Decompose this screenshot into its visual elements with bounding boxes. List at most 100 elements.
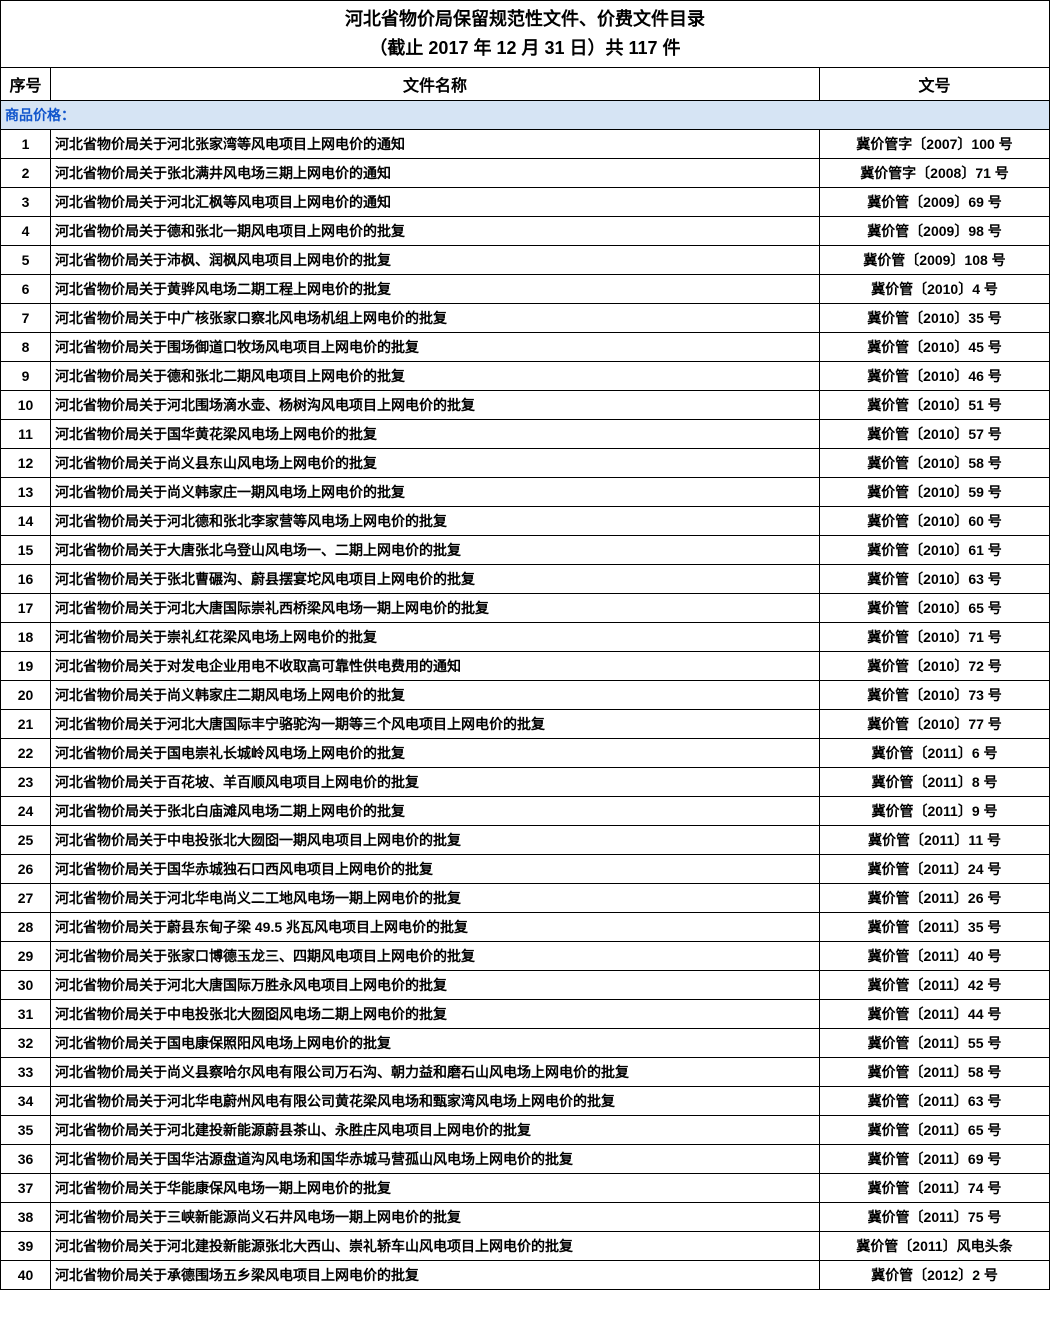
document-table: 河北省物价局保留规范性文件、价费文件目录 （截止 2017 年 12 月 31 … [0, 0, 1050, 1290]
cell-name: 河北省物价局关于张北曹碾沟、蔚县摆宴坨风电项目上网电价的批复 [51, 564, 820, 593]
cell-seq: 31 [1, 999, 51, 1028]
table-row: 26河北省物价局关于国华赤城独石口西风电项目上网电价的批复冀价管〔2011〕24… [1, 854, 1050, 883]
table-row: 13河北省物价局关于尚义韩家庄一期风电场上网电价的批复冀价管〔2010〕59 号 [1, 477, 1050, 506]
table-row: 39河北省物价局关于河北建投新能源张北大西山、崇礼轿车山风电项目上网电价的批复冀… [1, 1231, 1050, 1260]
table-row: 4河北省物价局关于德和张北一期风电项目上网电价的批复冀价管〔2009〕98 号 [1, 216, 1050, 245]
cell-name: 河北省物价局关于尚义县东山风电场上网电价的批复 [51, 448, 820, 477]
cell-seq: 3 [1, 187, 51, 216]
cell-seq: 11 [1, 419, 51, 448]
cell-docno: 冀价管〔2011〕65 号 [819, 1115, 1049, 1144]
table-row: 29河北省物价局关于张家口博德玉龙三、四期风电项目上网电价的批复冀价管〔2011… [1, 941, 1050, 970]
cell-docno: 冀价管〔2009〕108 号 [819, 245, 1049, 274]
table-row: 12河北省物价局关于尚义县东山风电场上网电价的批复冀价管〔2010〕58 号 [1, 448, 1050, 477]
cell-name: 河北省物价局关于对发电企业用电不收取高可靠性供电费用的通知 [51, 651, 820, 680]
cell-name: 河北省物价局关于河北华电尚义二工地风电场一期上网电价的批复 [51, 883, 820, 912]
table-row: 15河北省物价局关于大唐张北乌登山风电场一、二期上网电价的批复冀价管〔2010〕… [1, 535, 1050, 564]
table-row: 28河北省物价局关于蔚县东甸子梁 49.5 兆瓦风电项目上网电价的批复冀价管〔2… [1, 912, 1050, 941]
cell-docno: 冀价管〔2011〕风电头条 [819, 1231, 1049, 1260]
cell-seq: 33 [1, 1057, 51, 1086]
table-row: 27河北省物价局关于河北华电尚义二工地风电场一期上网电价的批复冀价管〔2011〕… [1, 883, 1050, 912]
cell-name: 河北省物价局关于河北大唐国际万胜永风电项目上网电价的批复 [51, 970, 820, 999]
cell-name: 河北省物价局关于河北张家湾等风电项目上网电价的通知 [51, 129, 820, 158]
cell-docno: 冀价管〔2011〕6 号 [819, 738, 1049, 767]
table-row: 6河北省物价局关于黄骅风电场二期工程上网电价的批复冀价管〔2010〕4 号 [1, 274, 1050, 303]
cell-name: 河北省物价局关于百花坡、羊百顺风电项目上网电价的批复 [51, 767, 820, 796]
cell-docno: 冀价管〔2011〕24 号 [819, 854, 1049, 883]
cell-seq: 23 [1, 767, 51, 796]
table-row: 24河北省物价局关于张北白庙滩风电场二期上网电价的批复冀价管〔2011〕9 号 [1, 796, 1050, 825]
cell-seq: 16 [1, 564, 51, 593]
cell-name: 河北省物价局关于河北大唐国际丰宁骆驼沟一期等三个风电项目上网电价的批复 [51, 709, 820, 738]
cell-seq: 2 [1, 158, 51, 187]
table-row: 40河北省物价局关于承德围场五乡梁风电项目上网电价的批复冀价管〔2012〕2 号 [1, 1260, 1050, 1289]
cell-seq: 6 [1, 274, 51, 303]
cell-name: 河北省物价局关于蔚县东甸子梁 49.5 兆瓦风电项目上网电价的批复 [51, 912, 820, 941]
cell-seq: 26 [1, 854, 51, 883]
cell-seq: 19 [1, 651, 51, 680]
table-row: 5河北省物价局关于沛枫、润枫风电项目上网电价的批复冀价管〔2009〕108 号 [1, 245, 1050, 274]
cell-docno: 冀价管〔2010〕77 号 [819, 709, 1049, 738]
cell-docno: 冀价管〔2011〕74 号 [819, 1173, 1049, 1202]
table-row: 22河北省物价局关于国电崇礼长城岭风电场上网电价的批复冀价管〔2011〕6 号 [1, 738, 1050, 767]
header-docno: 文号 [819, 67, 1049, 100]
cell-name: 河北省物价局关于国华黄花梁风电场上网电价的批复 [51, 419, 820, 448]
cell-seq: 35 [1, 1115, 51, 1144]
title-line1: 河北省物价局保留规范性文件、价费文件目录 [7, 5, 1043, 34]
cell-docno: 冀价管〔2009〕98 号 [819, 216, 1049, 245]
cell-docno: 冀价管〔2010〕58 号 [819, 448, 1049, 477]
table-row: 16河北省物价局关于张北曹碾沟、蔚县摆宴坨风电项目上网电价的批复冀价管〔2010… [1, 564, 1050, 593]
section-label: 商品价格： [1, 100, 1050, 129]
cell-docno: 冀价管〔2010〕65 号 [819, 593, 1049, 622]
cell-name: 河北省物价局关于中广核张家口察北风电场机组上网电价的批复 [51, 303, 820, 332]
cell-name: 河北省物价局关于张家口博德玉龙三、四期风电项目上网电价的批复 [51, 941, 820, 970]
cell-docno: 冀价管〔2011〕58 号 [819, 1057, 1049, 1086]
cell-name: 河北省物价局关于中电投张北大囫囵一期风电项目上网电价的批复 [51, 825, 820, 854]
cell-docno: 冀价管〔2011〕44 号 [819, 999, 1049, 1028]
cell-docno: 冀价管〔2010〕72 号 [819, 651, 1049, 680]
cell-name: 河北省物价局关于张北白庙滩风电场二期上网电价的批复 [51, 796, 820, 825]
header-name: 文件名称 [51, 67, 820, 100]
cell-seq: 24 [1, 796, 51, 825]
table-row: 31河北省物价局关于中电投张北大囫囵风电场二期上网电价的批复冀价管〔2011〕4… [1, 999, 1050, 1028]
cell-docno: 冀价管〔2011〕11 号 [819, 825, 1049, 854]
cell-docno: 冀价管字〔2007〕100 号 [819, 129, 1049, 158]
cell-docno: 冀价管〔2012〕2 号 [819, 1260, 1049, 1289]
table-row: 17河北省物价局关于河北大唐国际崇礼西桥梁风电场一期上网电价的批复冀价管〔201… [1, 593, 1050, 622]
cell-name: 河北省物价局关于沛枫、润枫风电项目上网电价的批复 [51, 245, 820, 274]
table-row: 11河北省物价局关于国华黄花梁风电场上网电价的批复冀价管〔2010〕57 号 [1, 419, 1050, 448]
cell-name: 河北省物价局关于河北建投新能源张北大西山、崇礼轿车山风电项目上网电价的批复 [51, 1231, 820, 1260]
cell-seq: 8 [1, 332, 51, 361]
table-row: 9河北省物价局关于德和张北二期风电项目上网电价的批复冀价管〔2010〕46 号 [1, 361, 1050, 390]
cell-name: 河北省物价局关于大唐张北乌登山风电场一、二期上网电价的批复 [51, 535, 820, 564]
section-row: 商品价格： [1, 100, 1050, 129]
cell-seq: 38 [1, 1202, 51, 1231]
cell-seq: 21 [1, 709, 51, 738]
cell-name: 河北省物价局关于黄骅风电场二期工程上网电价的批复 [51, 274, 820, 303]
cell-seq: 17 [1, 593, 51, 622]
cell-docno: 冀价管〔2010〕71 号 [819, 622, 1049, 651]
cell-seq: 13 [1, 477, 51, 506]
table-row: 25河北省物价局关于中电投张北大囫囵一期风电项目上网电价的批复冀价管〔2011〕… [1, 825, 1050, 854]
table-row: 7河北省物价局关于中广核张家口察北风电场机组上网电价的批复冀价管〔2010〕35… [1, 303, 1050, 332]
table-row: 33河北省物价局关于尚义县察哈尔风电有限公司万石沟、朝力益和磨石山风电场上网电价… [1, 1057, 1050, 1086]
cell-docno: 冀价管〔2011〕35 号 [819, 912, 1049, 941]
header-seq: 序号 [1, 67, 51, 100]
cell-name: 河北省物价局关于尚义韩家庄一期风电场上网电价的批复 [51, 477, 820, 506]
table-row: 37河北省物价局关于华能康保风电场一期上网电价的批复冀价管〔2011〕74 号 [1, 1173, 1050, 1202]
cell-docno: 冀价管〔2011〕9 号 [819, 796, 1049, 825]
cell-name: 河北省物价局关于尚义县察哈尔风电有限公司万石沟、朝力益和磨石山风电场上网电价的批… [51, 1057, 820, 1086]
cell-name: 河北省物价局关于尚义韩家庄二期风电场上网电价的批复 [51, 680, 820, 709]
cell-docno: 冀价管〔2010〕73 号 [819, 680, 1049, 709]
cell-name: 河北省物价局关于中电投张北大囫囵风电场二期上网电价的批复 [51, 999, 820, 1028]
cell-docno: 冀价管〔2010〕35 号 [819, 303, 1049, 332]
cell-seq: 37 [1, 1173, 51, 1202]
cell-name: 河北省物价局关于国电崇礼长城岭风电场上网电价的批复 [51, 738, 820, 767]
cell-name: 河北省物价局关于三峡新能源尚义石井风电场一期上网电价的批复 [51, 1202, 820, 1231]
cell-docno: 冀价管〔2010〕45 号 [819, 332, 1049, 361]
cell-docno: 冀价管〔2011〕55 号 [819, 1028, 1049, 1057]
cell-docno: 冀价管〔2011〕26 号 [819, 883, 1049, 912]
cell-seq: 36 [1, 1144, 51, 1173]
table-row: 19河北省物价局关于对发电企业用电不收取高可靠性供电费用的通知冀价管〔2010〕… [1, 651, 1050, 680]
cell-seq: 34 [1, 1086, 51, 1115]
cell-docno: 冀价管〔2011〕69 号 [819, 1144, 1049, 1173]
